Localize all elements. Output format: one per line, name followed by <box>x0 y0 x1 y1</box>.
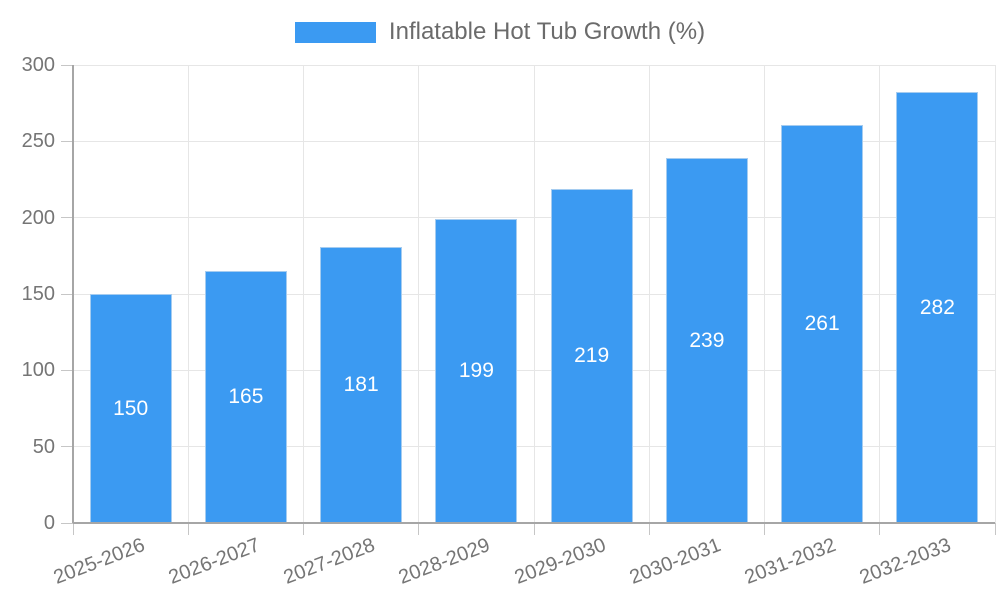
bar-value-label: 165 <box>228 385 264 409</box>
bar-value-label: 261 <box>804 311 840 335</box>
x-tick-label: 2028-2029 <box>396 534 494 589</box>
y-tick <box>61 140 73 142</box>
x-tick-label: 2027-2028 <box>280 534 379 589</box>
bar-value-label: 150 <box>113 396 149 420</box>
y-tick-label: 200 <box>21 206 55 229</box>
x-tick-label: 2030-2031 <box>626 534 724 589</box>
x-tick <box>994 523 996 535</box>
v-gridline <box>303 65 304 523</box>
bar-value-label: 239 <box>689 328 725 352</box>
bar[interactable] <box>435 219 518 523</box>
x-tick <box>187 523 189 535</box>
v-gridline <box>764 65 765 523</box>
bar[interactable] <box>320 246 403 523</box>
y-tick <box>61 369 73 371</box>
x-tick <box>72 523 74 535</box>
y-tick <box>61 293 73 295</box>
y-tick-label: 250 <box>21 130 55 153</box>
y-tick-label: 300 <box>21 54 55 76</box>
x-tick <box>533 523 535 535</box>
x-tick-label: 2032-2033 <box>857 534 955 589</box>
bar[interactable] <box>781 124 864 523</box>
bar[interactable] <box>896 92 979 523</box>
x-tick-label: 2029-2030 <box>511 534 609 589</box>
v-gridline <box>187 65 189 523</box>
x-tick <box>764 523 765 535</box>
y-tick-label: 100 <box>21 359 55 382</box>
v-gridline <box>648 65 650 523</box>
bar-value-label: 199 <box>458 359 494 383</box>
x-tick <box>303 523 304 535</box>
bar[interactable] <box>665 158 748 523</box>
x-tick-label: 2031-2032 <box>741 534 840 589</box>
legend-label: Inflatable Hot Tub Growth (%) <box>388 18 706 45</box>
x-tick <box>879 523 881 535</box>
bar-value-label: 282 <box>919 295 955 319</box>
y-tick <box>61 446 73 448</box>
y-tick <box>61 522 73 524</box>
legend-item[interactable]: Inflatable Hot Tub Growth (%) <box>0 20 1000 44</box>
y-tick-label: 0 <box>43 512 55 534</box>
y-axis-line <box>72 65 74 523</box>
v-gridline <box>418 65 420 523</box>
bar[interactable] <box>89 294 172 523</box>
y-tick-label: 150 <box>21 283 55 305</box>
x-tick <box>648 523 650 535</box>
x-tick-label: 2025-2026 <box>50 534 148 589</box>
v-gridline <box>879 65 881 523</box>
x-tick <box>418 523 420 535</box>
y-tick <box>61 64 73 66</box>
v-gridline <box>994 65 996 523</box>
x-tick-label: 2026-2027 <box>165 534 263 589</box>
bar-value-label: 219 <box>574 343 610 367</box>
v-gridline <box>533 65 535 523</box>
y-tick <box>61 217 73 219</box>
x-axis-line <box>73 522 995 524</box>
bar-value-label: 181 <box>343 372 379 396</box>
bar[interactable] <box>550 188 633 523</box>
legend-swatch-icon <box>294 21 376 43</box>
y-tick-label: 50 <box>32 435 55 458</box>
